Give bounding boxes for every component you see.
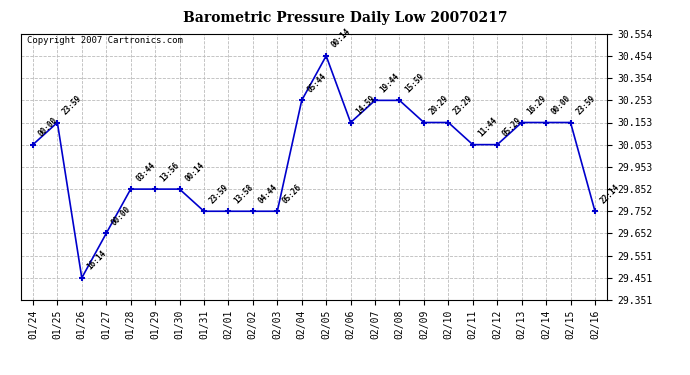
Text: 00:00: 00:00 — [37, 116, 59, 139]
Text: 22:14: 22:14 — [599, 183, 622, 205]
Text: 20:29: 20:29 — [428, 94, 451, 117]
Text: 16:29: 16:29 — [525, 94, 548, 117]
Text: 03:44: 03:44 — [135, 160, 157, 183]
Text: 23:59: 23:59 — [208, 183, 230, 205]
Text: Barometric Pressure Daily Low 20070217: Barometric Pressure Daily Low 20070217 — [183, 11, 507, 25]
Text: 04:44: 04:44 — [257, 183, 279, 205]
Text: 00:00: 00:00 — [550, 94, 573, 117]
Text: 16:14: 16:14 — [86, 249, 108, 272]
Text: 19:44: 19:44 — [379, 72, 402, 94]
Text: 23:59: 23:59 — [574, 94, 597, 117]
Text: 00:00: 00:00 — [110, 205, 132, 227]
Text: 11:44: 11:44 — [477, 116, 499, 139]
Text: 14:59: 14:59 — [354, 94, 377, 117]
Text: 05:26: 05:26 — [281, 183, 304, 205]
Text: 05:29: 05:29 — [501, 116, 524, 139]
Text: 23:59: 23:59 — [61, 94, 83, 117]
Text: 00:14: 00:14 — [330, 27, 353, 50]
Text: 00:14: 00:14 — [184, 160, 206, 183]
Text: 15:59: 15:59 — [403, 72, 426, 94]
Text: Copyright 2007 Cartronics.com: Copyright 2007 Cartronics.com — [26, 36, 182, 45]
Text: 13:56: 13:56 — [159, 160, 181, 183]
Text: 05:44: 05:44 — [306, 72, 328, 94]
Text: 13:58: 13:58 — [232, 183, 255, 205]
Text: 23:29: 23:29 — [452, 94, 475, 117]
